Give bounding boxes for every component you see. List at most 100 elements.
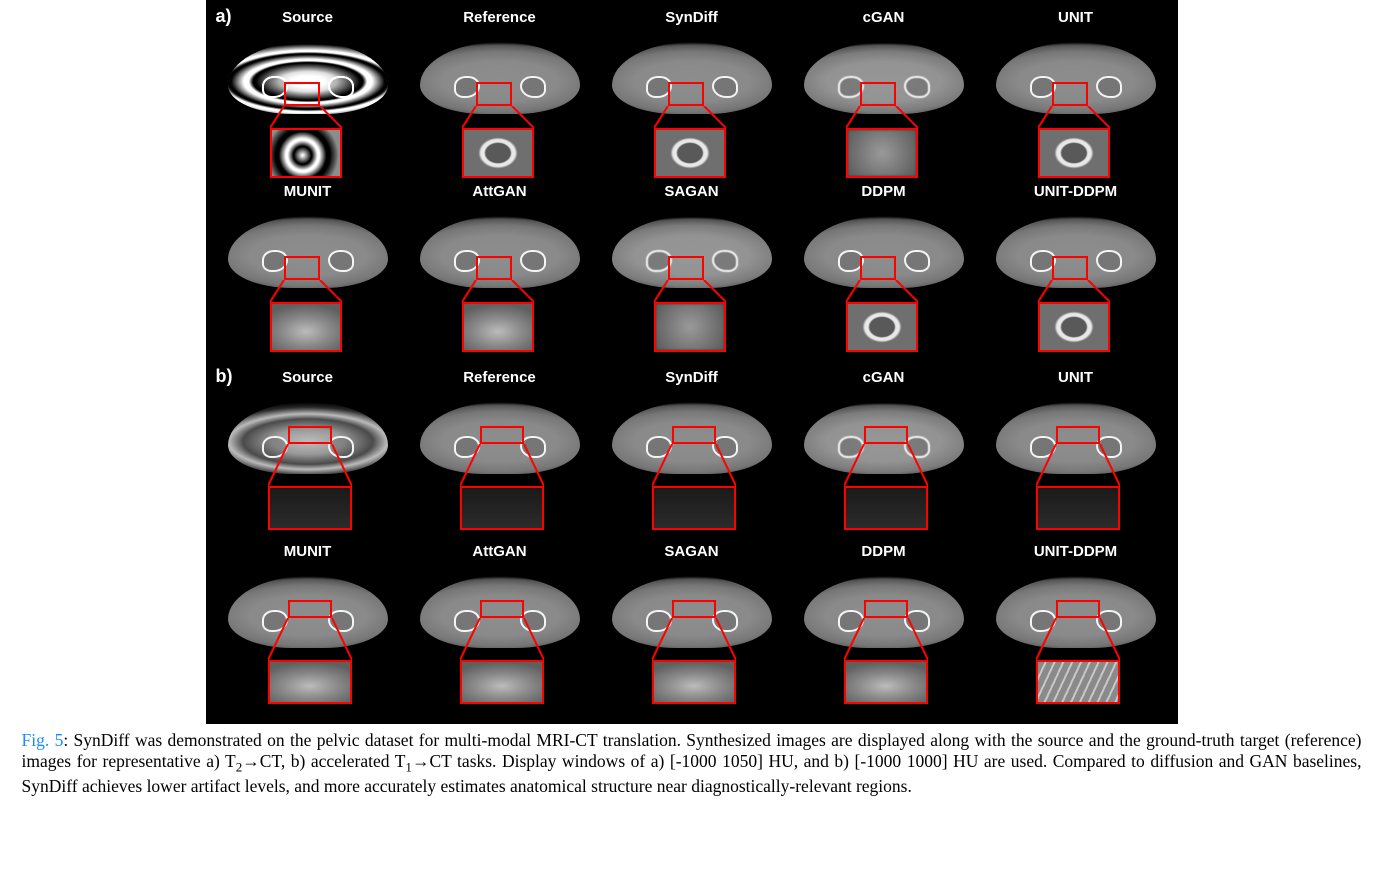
column-label: DDPM (861, 182, 905, 202)
column-label: DDPM (861, 542, 905, 562)
zoom-inset (846, 128, 918, 178)
panel-letter-a: a) (216, 6, 232, 27)
figure-cell: SynDiff (602, 368, 782, 540)
figure-cell: AttGAN (410, 542, 590, 714)
scan-with-inset (798, 390, 970, 540)
zoom-inset (462, 128, 534, 178)
roi-box (864, 600, 908, 618)
scan-with-inset (990, 30, 1162, 180)
column-label: Source (282, 8, 333, 28)
column-label: SAGAN (664, 542, 718, 562)
column-label: UNIT (1058, 368, 1093, 388)
figure-cell: DDPM (794, 542, 974, 714)
roi-box (860, 82, 896, 106)
scan-with-inset (222, 30, 394, 180)
roi-connector (1036, 618, 1120, 660)
roi-box (864, 426, 908, 444)
roi-connector (1036, 444, 1120, 486)
figure-cell: UNIT (986, 8, 1166, 180)
roi-box (480, 426, 524, 444)
column-label: Reference (463, 368, 536, 388)
zoom-inset (846, 302, 918, 352)
roi-box (668, 82, 704, 106)
figure-cell: UNIT-DDPM (986, 182, 1166, 354)
figure-cell: MUNIT (218, 542, 398, 714)
zoom-inset (654, 128, 726, 178)
roi-box (672, 600, 716, 618)
caption-text-2: →CT, b) accelerated T (242, 751, 405, 771)
roi-box (672, 426, 716, 444)
panel-b-row-2: MUNITAttGAN SAGAN DDPM UNIT-DDPM (212, 542, 1172, 714)
zoom-inset (460, 486, 544, 530)
roi-connector (654, 280, 726, 302)
column-label: SynDiff (665, 368, 718, 388)
figure-cell: MUNIT (218, 182, 398, 354)
figure-label: Fig. 5 (22, 730, 64, 750)
roi-connector (652, 444, 736, 486)
roi-box (476, 256, 512, 280)
panel-a-row-2: MUNIT AttGAN SAGAN DDPM UNIT-DDPM (212, 182, 1172, 354)
column-label: MUNIT (284, 182, 332, 202)
column-label: Reference (463, 8, 536, 28)
scan-with-inset (414, 204, 586, 354)
scan-with-inset (798, 564, 970, 714)
figure-cell: cGAN (794, 8, 974, 180)
roi-box (860, 256, 896, 280)
scan-with-inset (990, 204, 1162, 354)
figure-5: a) SourceReferenceSynDiffcGANUNIT MUNITA… (0, 0, 1383, 797)
roi-connector (462, 106, 534, 128)
column-label: AttGAN (472, 182, 526, 202)
roi-connector (846, 106, 918, 128)
figure-cell: UNIT (986, 368, 1166, 540)
zoom-inset (268, 660, 352, 704)
roi-connector (460, 618, 544, 660)
figure-cell: UNIT-DDPM (986, 542, 1166, 714)
figure-cell: Source (218, 8, 398, 180)
roi-box (1052, 82, 1088, 106)
roi-connector (1038, 280, 1110, 302)
figure-cell: Reference (410, 368, 590, 540)
scan-with-inset (222, 204, 394, 354)
roi-connector (268, 444, 352, 486)
column-label: SAGAN (664, 182, 718, 202)
roi-connector (844, 444, 928, 486)
scan-with-inset (222, 390, 394, 540)
roi-connector (844, 618, 928, 660)
roi-box (284, 82, 320, 106)
roi-connector (654, 106, 726, 128)
scan-with-inset (606, 390, 778, 540)
column-label: cGAN (863, 8, 905, 28)
zoom-inset (270, 302, 342, 352)
zoom-inset (1036, 660, 1120, 704)
zoom-inset (270, 128, 342, 178)
roi-box (476, 82, 512, 106)
panel-b-row-1: SourceReferenceSynDiffcGANUNIT (212, 368, 1172, 540)
scan-with-inset (414, 30, 586, 180)
column-label: UNIT-DDPM (1034, 542, 1117, 562)
roi-box (668, 256, 704, 280)
scan-with-inset (606, 204, 778, 354)
roi-connector (652, 618, 736, 660)
roi-box (288, 426, 332, 444)
scan-with-inset (606, 564, 778, 714)
roi-connector (462, 280, 534, 302)
zoom-inset (1036, 486, 1120, 530)
panel-letter-b: b) (216, 366, 233, 387)
zoom-inset (1038, 302, 1110, 352)
scan-with-inset (990, 390, 1162, 540)
roi-box (1052, 256, 1088, 280)
scan-with-inset (414, 390, 586, 540)
roi-box (1056, 426, 1100, 444)
roi-connector (270, 106, 342, 128)
zoom-inset (844, 660, 928, 704)
scan-with-inset (990, 564, 1162, 714)
scan-with-inset (606, 30, 778, 180)
zoom-inset (652, 660, 736, 704)
zoom-inset (844, 486, 928, 530)
column-label: UNIT (1058, 8, 1093, 28)
zoom-inset (460, 660, 544, 704)
zoom-inset (462, 302, 534, 352)
roi-box (284, 256, 320, 280)
figure-image-area: a) SourceReferenceSynDiffcGANUNIT MUNITA… (206, 0, 1178, 724)
figure-cell: SAGAN (602, 542, 782, 714)
